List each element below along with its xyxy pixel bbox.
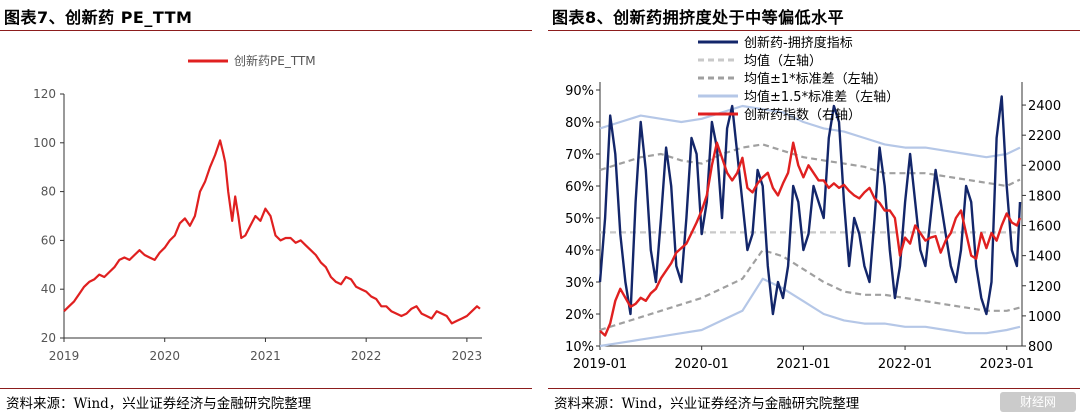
left-y-tick-label: 80 bbox=[41, 185, 56, 199]
series-line-2-lower bbox=[599, 248, 1021, 332]
left-chart-title: 图表7、创新药 PE_TTM bbox=[4, 8, 193, 27]
right-left-tick-label: 70% bbox=[565, 148, 594, 163]
right-left-tick-label: 30% bbox=[565, 276, 594, 291]
right-legend-label-4: 创新药指数（右轴） bbox=[744, 107, 861, 123]
left-x-tick-label: 2019 bbox=[49, 349, 80, 363]
right-right-tick-label: 1600 bbox=[1028, 220, 1061, 235]
right-left-tick-label: 90% bbox=[565, 84, 594, 99]
right-left-tick-label: 20% bbox=[565, 308, 594, 323]
crowding-chart: 10% 20% 30% 40% 50% 60% 70% 80% 90% 800 1000 1200 14… bbox=[565, 35, 1061, 372]
left-x-tick-label: 2021 bbox=[250, 349, 281, 363]
right-right-tick-label: 1200 bbox=[1028, 280, 1061, 295]
left-legend-label: 创新药PE_TTM bbox=[234, 53, 316, 68]
watermark-badge: 财经网 bbox=[1000, 392, 1076, 412]
series-line-3 bbox=[599, 104, 1021, 159]
right-right-tick-label: 1400 bbox=[1028, 250, 1061, 265]
left-y-tick-label: 40 bbox=[41, 282, 56, 296]
right-right-tick-label: 1800 bbox=[1028, 189, 1061, 204]
series-line-0 bbox=[598, 95, 1022, 316]
series-line-2 bbox=[599, 143, 1021, 188]
right-x-tick-label: 2020-01 bbox=[675, 357, 729, 372]
left-y-tick-label: 120 bbox=[33, 87, 56, 101]
right-x-tick-label: 2019-01 bbox=[573, 357, 627, 372]
right-right-tick-label: 2400 bbox=[1028, 99, 1061, 114]
right-right-tick-label: 1000 bbox=[1028, 310, 1061, 325]
pe-ttm-line bbox=[63, 139, 481, 325]
right-source-note: 资料来源：Wind，兴业证券经济与金融研究院整理 bbox=[554, 396, 860, 412]
right-right-tick-label: 2000 bbox=[1028, 159, 1061, 174]
right-left-tick-label: 40% bbox=[565, 244, 594, 259]
left-x-tick-label: 2022 bbox=[351, 349, 382, 363]
left-source-rule bbox=[0, 388, 532, 389]
right-chart-panel: 图表8、创新药拥挤度处于中等偏低水平 10% 20% 30% 40% 50% 60% 70%… bbox=[548, 0, 1080, 414]
left-x-tick-label: 2020 bbox=[149, 349, 180, 363]
right-x-tick-label: 2022-01 bbox=[878, 357, 932, 372]
left-y-tick-label: 100 bbox=[33, 136, 56, 150]
pe-ttm-chart: 20 40 60 80 100 120 2019 2020 2021 2022 2023 创新药PE_… bbox=[33, 53, 483, 363]
right-legend-label-2: 均值±1*标准差（左轴） bbox=[744, 71, 887, 87]
left-chart-panel: 图表7、创新药 PE_TTM 20 40 60 80 100 120 2019 2020 202… bbox=[0, 0, 532, 414]
right-title-rule bbox=[548, 30, 1080, 31]
right-left-tick-label: 80% bbox=[565, 116, 594, 131]
series-line-4 bbox=[599, 141, 1022, 337]
right-legend-label-1: 均值（左轴） bbox=[744, 53, 822, 69]
right-legend-label-0: 创新药-拥挤度指标 bbox=[744, 35, 853, 51]
right-right-tick-label: 2200 bbox=[1028, 129, 1061, 144]
left-source-note: 资料来源：Wind，兴业证券经济与金融研究院整理 bbox=[6, 396, 312, 412]
right-x-tick-label: 2023-01 bbox=[980, 357, 1034, 372]
left-title-rule bbox=[0, 30, 532, 31]
right-left-tick-label: 60% bbox=[565, 180, 594, 195]
left-y-tick-label: 60 bbox=[41, 233, 56, 247]
right-left-tick-label: 10% bbox=[565, 340, 594, 355]
right-source-rule bbox=[548, 388, 1080, 389]
right-left-tick-label: 50% bbox=[565, 212, 594, 227]
right-chart-title: 图表8、创新药拥挤度处于中等偏低水平 bbox=[552, 8, 845, 27]
right-legend-label-3: 均值±1.5*标准差（左轴） bbox=[744, 89, 899, 105]
right-right-tick-label: 800 bbox=[1028, 340, 1053, 355]
left-x-tick-label: 2023 bbox=[452, 349, 483, 363]
right-x-tick-label: 2021-01 bbox=[776, 357, 830, 372]
series-line-3-lower bbox=[599, 277, 1021, 348]
left-y-tick-label: 20 bbox=[41, 331, 56, 345]
